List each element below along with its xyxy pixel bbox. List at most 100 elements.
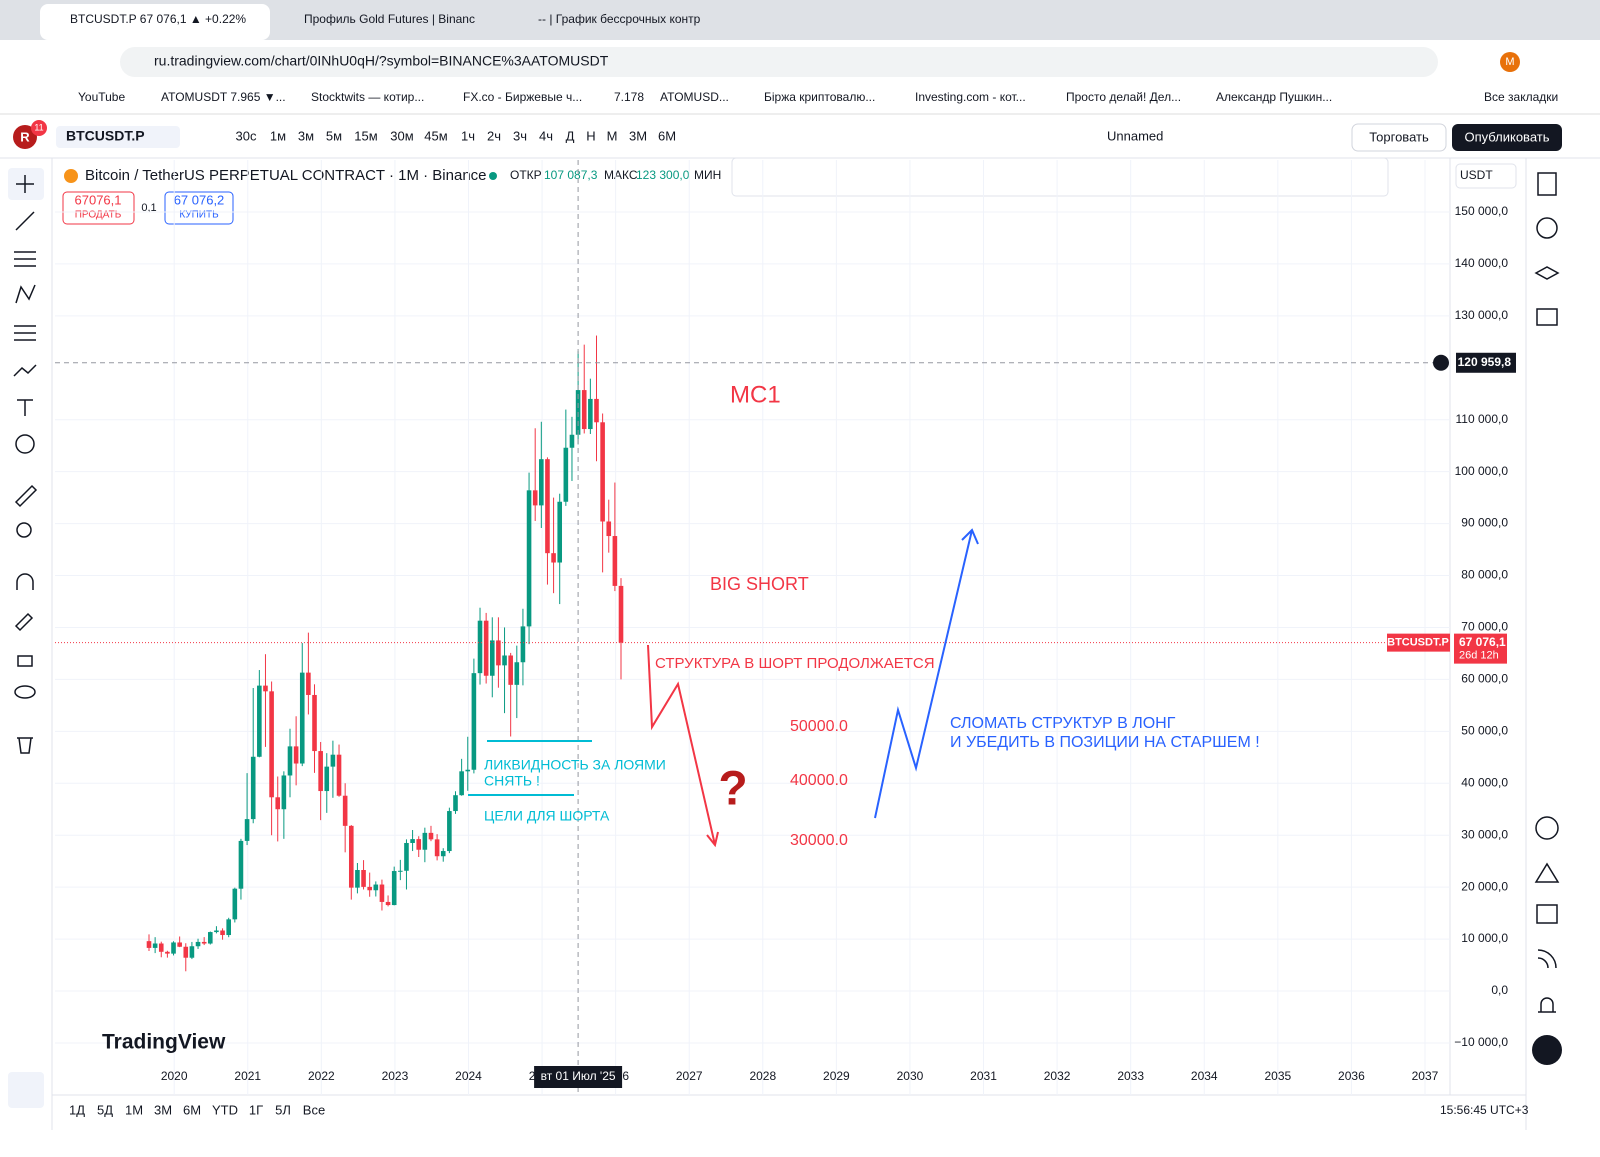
buy-button[interactable]	[164, 191, 234, 225]
annotation: 50000.0	[790, 718, 848, 735]
candle-body	[428, 832, 434, 840]
candle-body	[195, 941, 201, 947]
bookmark: Александр Пушкин...	[1216, 90, 1332, 104]
side-icon[interactable]	[1536, 904, 1558, 924]
candle-body	[606, 521, 612, 537]
candle-body	[612, 536, 618, 586]
side-icon[interactable]	[1536, 217, 1558, 239]
tool-icon[interactable]	[13, 364, 37, 377]
interval: Н	[586, 128, 595, 143]
side-icon[interactable]	[1537, 949, 1557, 969]
url-field[interactable]	[120, 47, 1438, 77]
profile-initial: M	[1505, 56, 1514, 68]
active-tab[interactable]	[40, 4, 270, 40]
tool-icon[interactable]	[16, 175, 34, 193]
candle-body	[232, 888, 238, 920]
symbol-box	[1387, 633, 1450, 652]
candle-body	[398, 870, 403, 872]
side-icon[interactable]	[1532, 1035, 1562, 1065]
tool-icon[interactable]	[16, 522, 32, 538]
y-tick-label: 110 000,0	[1456, 412, 1509, 426]
sell-button[interactable]	[62, 191, 135, 225]
candle-body	[594, 398, 599, 423]
spread: 0,1	[141, 202, 156, 214]
range-button: 1Д	[69, 1102, 85, 1117]
annotation: И УБЕДИТЬ В ПОЗИЦИИ НА СТАРШЕМ !	[950, 734, 1260, 751]
tool-icon[interactable]	[16, 573, 34, 590]
range-button: 1М	[125, 1102, 143, 1117]
side-icon[interactable]	[1536, 308, 1558, 326]
annotation: ЛИКВИДНОСТЬ ЗА ЛОЯМИ	[484, 757, 666, 773]
tool-icon[interactable]	[14, 251, 36, 267]
candle-body	[299, 672, 305, 764]
left-tools	[8, 168, 44, 1108]
annotation: ?	[718, 763, 747, 816]
tool-icon[interactable]	[17, 399, 33, 416]
candle-body	[324, 766, 330, 792]
candle-body	[385, 901, 391, 906]
symbol: BTCUSDT.P	[66, 128, 145, 144]
candle-body	[520, 626, 526, 663]
range-button: 1Г	[249, 1102, 263, 1117]
x-tick-label: 2022	[308, 1069, 335, 1083]
candle-body	[269, 691, 274, 798]
side-icon[interactable]	[1538, 997, 1556, 1013]
candle-body	[158, 943, 164, 952]
candle-body	[281, 775, 287, 810]
tool-icon[interactable]	[14, 325, 36, 341]
tool-icon[interactable]	[15, 284, 36, 304]
logo: TradingView	[102, 1031, 226, 1054]
bookmark: 7.178	[614, 90, 644, 104]
y-tick-label: 30 000,0	[1461, 827, 1508, 841]
bookmark: Просто делай! Дел...	[1066, 90, 1181, 104]
side-icon[interactable]	[1537, 172, 1557, 196]
publish-button[interactable]	[1452, 124, 1562, 151]
ohlc-value: 107 087,3	[544, 168, 598, 182]
y-tick-label: 50 000,0	[1461, 723, 1508, 737]
tool-icon[interactable]	[15, 434, 35, 454]
bookmark: Біржа криптовалю...	[764, 90, 875, 104]
short-path	[647, 644, 719, 848]
tool-icon[interactable]	[17, 655, 33, 667]
favorites[interactable]	[8, 1072, 44, 1108]
ohlc-value: 123 300,0	[636, 168, 690, 182]
tool-icon[interactable]	[15, 211, 35, 231]
tool-icon[interactable]	[14, 685, 36, 699]
clock: 15:56:45 UTC+3	[1440, 1103, 1529, 1117]
candle-body	[477, 620, 483, 674]
side-icon[interactable]	[1535, 816, 1559, 840]
bookmark: Investing.com - кот...	[915, 90, 1026, 104]
y-tick-label: 140 000,0	[1455, 256, 1509, 270]
plus-button	[1433, 354, 1449, 371]
interval: 5м	[326, 128, 342, 143]
tool-icon[interactable]	[14, 612, 34, 632]
y-tick-label: 10 000,0	[1461, 931, 1508, 945]
badge	[31, 120, 47, 136]
x-tick-label: 2032	[1044, 1069, 1071, 1083]
last-price: 67 076,1	[1459, 635, 1506, 649]
side-icon[interactable]	[1534, 862, 1560, 883]
bookmark: ATOMUSDT 7.965 ▼...	[161, 90, 286, 104]
avatar-initial: R	[20, 129, 30, 144]
avatar[interactable]	[13, 125, 37, 149]
x-tick-label: 2033	[1117, 1069, 1144, 1083]
tool-icon[interactable]	[14, 484, 38, 508]
bookmarks-bar	[0, 84, 1600, 114]
tool-icon[interactable]	[17, 737, 33, 754]
annotation: СНЯТЬ !	[484, 773, 540, 789]
candle-body	[361, 869, 366, 887]
side-icon[interactable]	[1534, 266, 1560, 280]
trade-button[interactable]	[1351, 123, 1447, 152]
y-tick-label: 130 000,0	[1455, 308, 1509, 322]
currency-select[interactable]	[1455, 163, 1517, 189]
long-path	[874, 528, 979, 819]
candle-body	[287, 746, 293, 776]
symbol-box[interactable]	[56, 126, 180, 148]
tv-toolbar	[0, 118, 1600, 158]
x-tick-label: 2020	[161, 1069, 188, 1083]
candle-body	[293, 746, 299, 764]
tab-title: Профиль Gold Futures | Binanc	[304, 12, 475, 26]
candle-body	[165, 951, 170, 954]
buy-price: 67 076,2	[174, 192, 225, 207]
candle-body	[563, 447, 569, 502]
